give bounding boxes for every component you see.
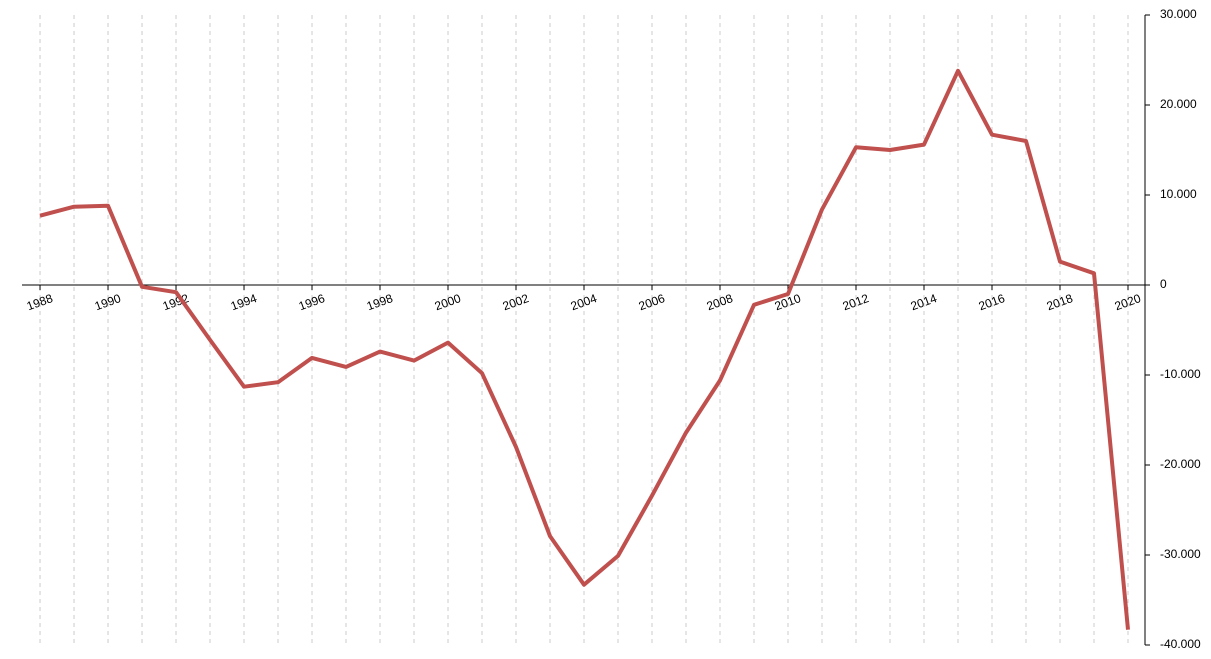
data-line <box>39 68 1130 630</box>
x-tick-label: 2008 <box>705 291 735 313</box>
x-tick-label: 2000 <box>433 291 463 313</box>
x-tick-label: 1988 <box>25 291 55 313</box>
x-tick-label: 1996 <box>297 291 327 313</box>
x-tick-label: 2014 <box>909 291 939 313</box>
y-tick-label: 20.000 <box>1160 97 1197 111</box>
y-tick-label: -10.000 <box>1160 367 1201 381</box>
y-tick-label: 0 <box>1160 277 1167 291</box>
y-tick-label: -20.000 <box>1160 457 1201 471</box>
x-tick-label: 1994 <box>229 291 259 313</box>
x-tick-label: 2004 <box>569 291 599 313</box>
x-tick-label: 1990 <box>93 291 123 313</box>
x-tick-label: 2020 <box>1113 291 1143 313</box>
x-tick-label: 2016 <box>977 291 1007 313</box>
x-tick-label: 2002 <box>501 291 531 313</box>
y-tick-label: -30.000 <box>1160 547 1201 561</box>
x-tick-label: 1998 <box>365 291 395 313</box>
y-tick-label: 10.000 <box>1160 187 1197 201</box>
x-tick-label: 2018 <box>1045 291 1075 313</box>
x-tick-label: 2012 <box>841 291 871 313</box>
y-tick-label: 30.000 <box>1160 7 1197 21</box>
y-tick-label: -40.000 <box>1160 637 1201 651</box>
x-tick-label: 2006 <box>637 291 667 313</box>
